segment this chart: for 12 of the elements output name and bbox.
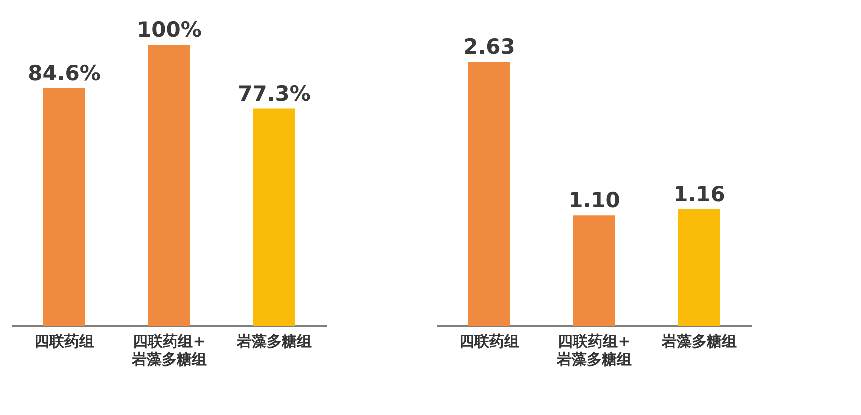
data-label: 1.10: [568, 188, 620, 213]
x-tick-label: 岩藻多糖组: [236, 332, 312, 350]
data-label: 84.6%: [28, 61, 101, 86]
x-tick-label: 岩藻多糖组: [661, 332, 737, 350]
data-label: 77.3%: [238, 82, 311, 106]
data-label: 2.63: [464, 35, 516, 59]
data-label: 100%: [137, 18, 202, 42]
x-tick-label: 四联药组+ 岩藻多糖组: [556, 332, 632, 368]
data-label: 1.16: [674, 182, 726, 207]
x-tick-label: 四联药组: [34, 332, 94, 350]
x-tick-label: 四联药组: [460, 332, 520, 350]
x-tick-label: 四联药组+ 岩藻多糖组: [131, 332, 207, 368]
